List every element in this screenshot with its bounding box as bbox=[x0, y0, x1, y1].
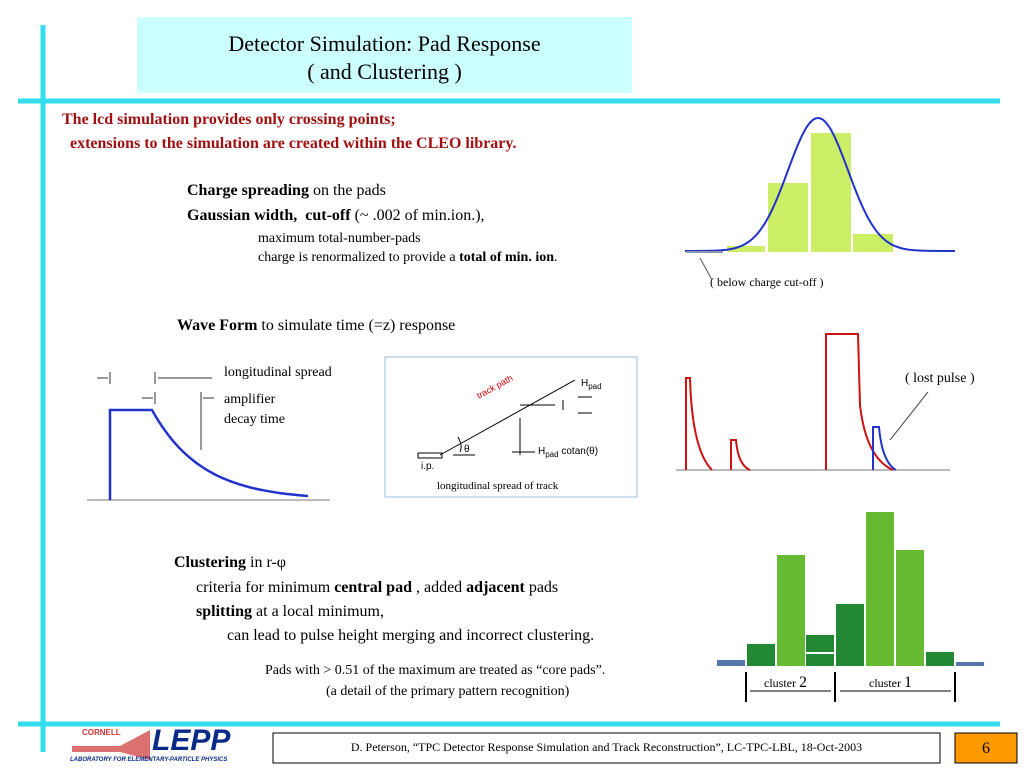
bold: central pad bbox=[334, 579, 412, 596]
bold: Charge spreading bbox=[187, 182, 309, 199]
text: . bbox=[554, 250, 558, 265]
pad-bars bbox=[727, 133, 893, 252]
bold: adjacent bbox=[466, 579, 525, 596]
text: to simulate time (=z) response bbox=[257, 317, 456, 334]
text: in r-φ bbox=[246, 554, 287, 571]
charge-line: maximum total-number-pads bbox=[258, 231, 421, 246]
text: pad bbox=[545, 450, 559, 459]
cluster-line: can lead to pulse height merging and inc… bbox=[227, 627, 595, 644]
note: ( below charge cut-off ) bbox=[710, 275, 824, 289]
label: i.p. bbox=[421, 461, 435, 472]
track-geometry bbox=[417, 379, 592, 459]
cluster-line: Clustering in r-φ bbox=[174, 554, 286, 572]
bold: splitting bbox=[196, 603, 253, 620]
cluster-label: cluster 2 bbox=[764, 674, 807, 692]
label: amplifier bbox=[224, 392, 276, 407]
pointer bbox=[699, 257, 713, 281]
lost-pulse bbox=[872, 426, 897, 471]
caption: longitudinal spread of track bbox=[437, 480, 559, 492]
text: cluster bbox=[869, 676, 904, 690]
bold: total of min. ion bbox=[459, 250, 554, 265]
diagram-box bbox=[384, 356, 638, 498]
text: charge is renormalized to provide a bbox=[258, 250, 460, 265]
bold: Clustering bbox=[174, 554, 246, 571]
title-line: Detector Simulation: Pad Response bbox=[228, 31, 541, 56]
note: ( lost pulse ) bbox=[905, 371, 975, 386]
footer-citation: D. Peterson, “TPC Detector Response Simu… bbox=[350, 740, 863, 754]
text: cluster bbox=[764, 676, 799, 690]
text: (~ .002 of min.ion.), bbox=[350, 207, 485, 224]
text: on the pads bbox=[308, 182, 386, 199]
text: cotan(θ) bbox=[558, 446, 599, 457]
label: θ bbox=[464, 444, 470, 455]
label: longitudinal spread bbox=[224, 365, 332, 380]
pulses bbox=[685, 333, 894, 471]
text: 2 bbox=[799, 674, 807, 691]
cluster-label: cluster 1 bbox=[869, 674, 912, 692]
wave-line: Wave Form to simulate time (=z) response bbox=[177, 317, 455, 335]
text: at a local minimum, bbox=[252, 603, 384, 620]
charge-line: charge is renormalized to provide a tota… bbox=[258, 250, 558, 266]
text: H bbox=[581, 378, 589, 389]
note: Pads with > 0.51 of the maximum are trea… bbox=[265, 663, 606, 678]
bold: Gaussian width, cut-off bbox=[187, 207, 351, 224]
title-box bbox=[137, 17, 632, 93]
page-box bbox=[954, 732, 1018, 764]
text: 1 bbox=[904, 674, 912, 691]
text: pads bbox=[524, 579, 559, 596]
charge-line: Charge spreading on the pads bbox=[187, 182, 386, 200]
logo-text: LABORATORY FOR ELEMENTARY-PARTICLE PHYSI… bbox=[70, 757, 228, 763]
note: (a detail of the primary pattern recogni… bbox=[326, 684, 570, 699]
page-number: 6 bbox=[982, 740, 990, 757]
text: pad bbox=[588, 382, 602, 391]
cluster-brackets bbox=[745, 672, 956, 702]
label: Hpad bbox=[581, 378, 602, 391]
text: criteria for minimum bbox=[196, 579, 335, 596]
logo-text: LEPP bbox=[152, 724, 231, 757]
text: H bbox=[538, 446, 546, 457]
text: , added bbox=[411, 579, 467, 596]
footer-box bbox=[272, 732, 941, 764]
cluster-line: splitting at a local minimum, bbox=[196, 603, 384, 621]
intro-line: The lcd simulation provides only crossin… bbox=[62, 111, 396, 128]
label: decay time bbox=[224, 412, 286, 427]
label: Hpad cotan(θ) bbox=[538, 446, 598, 459]
gaussian-curve bbox=[685, 117, 955, 252]
logo-swoosh bbox=[72, 730, 150, 760]
logo-text: CORNELL bbox=[82, 728, 121, 737]
title: Detector Simulation: Pad Response ( and C… bbox=[137, 30, 632, 86]
cluster-line: criteria for minimum central pad , added… bbox=[196, 579, 558, 597]
charge-line: Gaussian width, cut-off (~ .002 of min.i… bbox=[187, 207, 485, 225]
cluster-bars bbox=[717, 512, 984, 666]
intro-line: extensions to the simulation are created… bbox=[70, 135, 517, 152]
pointer bbox=[889, 391, 929, 441]
spread-marks bbox=[97, 372, 214, 450]
logo-text: UNIVERSITY bbox=[72, 738, 121, 747]
pulse bbox=[108, 408, 309, 500]
title-line: ( and Clustering ) bbox=[307, 59, 462, 84]
bold: Wave Form bbox=[177, 317, 258, 334]
